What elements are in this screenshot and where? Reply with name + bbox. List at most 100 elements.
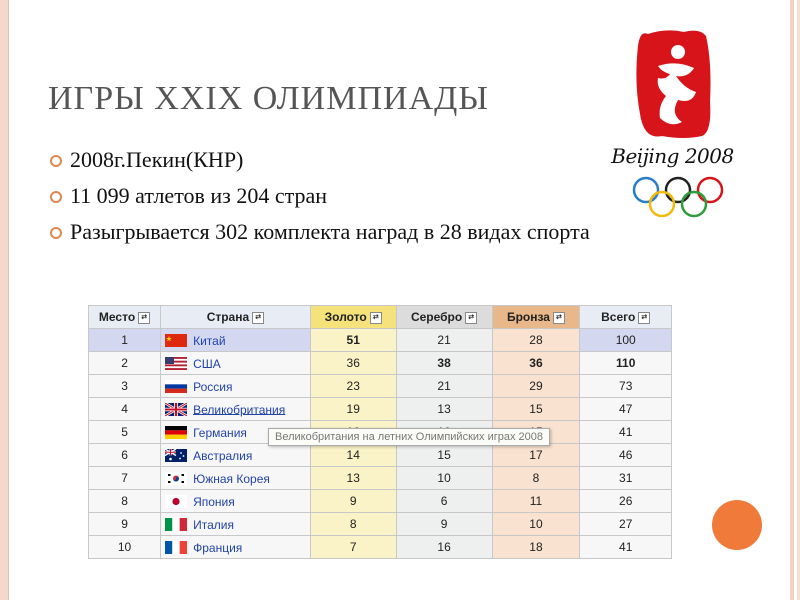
left-border [0,0,9,600]
cell-place: 9 [87,512,162,536]
header-silver[interactable]: Серебро ⇄ [395,305,493,329]
cell-total-value: 41 [619,425,633,439]
cell-place: 6 [87,443,162,467]
country-link[interactable]: Южная Корея [193,471,270,486]
table-row: 7 Южная Корея 13 10 8 31 [87,466,672,490]
sort-icon[interactable]: ⇄ [465,311,478,324]
table-row: 10 Франция 7 16 18 41 [87,535,672,559]
header-bronze[interactable]: Бронза ⇄ [491,305,581,329]
cell-silver-value: 6 [440,494,448,508]
table-row: 8 Япония 9 6 11 26 [87,489,672,513]
cell-place-value: 2 [121,356,128,370]
cell-total: 100 [579,328,672,352]
cell-silver-value: 38 [437,356,451,370]
cell-bronze-value: 11 [529,494,543,508]
cell-place-value: 6 [121,448,128,462]
country-link[interactable]: Китай [193,333,226,348]
cell-country: Франция [160,535,311,559]
right-border-outer [797,0,800,600]
cell-country: США [160,351,311,375]
header-total[interactable]: Всего ⇄ [579,305,672,329]
cell-total-value: 27 [619,517,633,531]
cell-silver-value: 10 [437,471,451,485]
country-link[interactable]: Италия [193,517,234,532]
slide-title: ИГРЫ XXIX ОЛИМПИАДЫ [48,80,489,117]
cell-gold: 13 [309,466,397,490]
sort-icon[interactable]: ⇄ [252,311,265,324]
sort-icon[interactable]: ⇄ [369,311,382,324]
cell-total-value: 41 [619,540,633,554]
country-link[interactable]: Франция [193,540,243,555]
cell-total-value: 73 [619,379,633,393]
bullet-item: 2008г.Пекин(КНР) [48,146,618,174]
sort-icon[interactable]: ⇄ [552,311,565,324]
cell-gold-value: 36 [346,356,360,370]
cell-bronze-value: 28 [529,333,543,347]
bullet-item: Разыгрывается 302 комплекта наград в 28 … [48,218,618,246]
cell-gold: 8 [309,512,397,536]
cell-bronze-value: 10 [529,517,543,531]
cell-silver: 21 [395,374,493,398]
cell-total: 41 [579,420,672,444]
right-border [790,0,794,600]
cell-gold-value: 19 [346,402,360,416]
country-link[interactable]: Австралия [193,448,253,463]
cell-place-value: 10 [117,540,132,554]
cell-bronze: 15 [491,397,581,421]
country-link[interactable]: США [193,356,221,371]
cell-silver: 38 [395,351,493,375]
cell-bronze: 28 [491,328,581,352]
cell-place: 7 [87,466,162,490]
cell-total: 46 [579,443,672,467]
sort-icon[interactable]: ⇄ [638,311,651,324]
medal-table-header: Место ⇄ Страна ⇄ Золото ⇄ Серебро ⇄ Бронза ⇄ … [87,305,672,329]
cell-gold: 36 [309,351,397,375]
cell-gold-value: 13 [346,471,360,485]
cell-total: 47 [579,397,672,421]
header-gold[interactable]: Золото ⇄ [309,305,397,329]
cell-silver-value: 21 [437,333,451,347]
cell-country: Великобритания [160,397,311,421]
cell-total: 31 [579,466,672,490]
cell-bronze-value: 8 [532,471,540,485]
bullet-list: 2008г.Пекин(КНР) 11 099 атлетов из 204 с… [48,146,618,254]
sort-icon[interactable]: ⇄ [138,311,151,324]
cell-gold-value: 23 [346,379,360,393]
country-link[interactable]: Япония [193,494,235,509]
header-place[interactable]: Место ⇄ [87,305,162,329]
bullet-item: 11 099 атлетов из 204 стран [48,182,618,210]
cell-place: 5 [87,420,162,444]
cell-total: 26 [579,489,672,513]
australia-flag-icon [164,448,188,462]
italy-flag-icon [165,517,188,531]
country-link[interactable]: Великобритания [193,402,286,417]
beijing-2008-logo-text: Beijing 2008 [611,144,734,168]
cell-place: 4 [87,397,162,421]
table-row: 1 Китай 51 21 28 100 [87,328,672,352]
cell-gold: 23 [309,374,397,398]
cell-silver-value: 13 [437,402,451,416]
cell-silver: 13 [395,397,493,421]
cell-place-value: 7 [121,471,128,485]
cell-silver: 16 [395,535,493,559]
cell-place-value: 4 [121,402,128,416]
table-row: 2 США 36 38 36 110 [87,351,672,375]
cell-silver-value: 21 [437,379,451,393]
japan-flag-icon [165,494,188,508]
cell-place-value: 1 [121,333,128,347]
cell-bronze-value: 18 [529,540,543,554]
olympic-rings-icon [632,176,724,218]
country-link[interactable]: Россия [193,379,233,394]
cell-place-value: 8 [121,494,128,508]
header-country[interactable]: Страна ⇄ [160,305,311,329]
usa-flag-icon [165,356,188,370]
china-flag-icon [165,333,188,347]
cell-silver: 6 [395,489,493,513]
cell-gold: 14 [309,443,397,467]
cell-total-value: 47 [619,402,633,416]
table-row: 4 Великобритания 19 13 15 47 [87,397,672,421]
cell-silver: 10 [395,466,493,490]
cell-bronze-value: 15 [529,402,543,416]
country-link[interactable]: Германия [193,425,247,440]
